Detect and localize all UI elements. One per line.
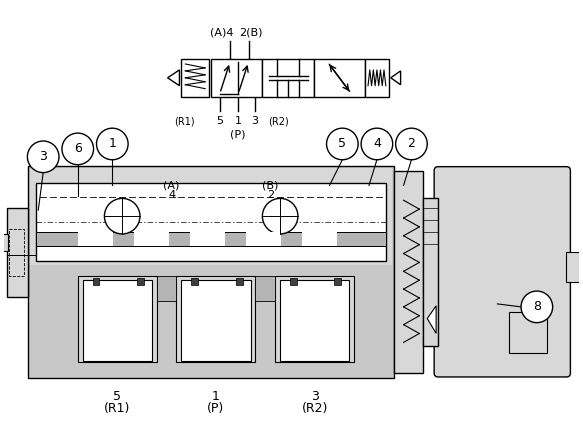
Bar xyxy=(36,184,386,261)
Polygon shape xyxy=(427,306,436,333)
Circle shape xyxy=(326,128,358,160)
Bar xyxy=(394,170,423,373)
Bar xyxy=(423,198,438,346)
Bar xyxy=(365,59,389,97)
Text: 8: 8 xyxy=(533,300,541,313)
Bar xyxy=(93,278,100,285)
Bar xyxy=(78,232,113,246)
Circle shape xyxy=(262,198,298,234)
Text: 2(B): 2(B) xyxy=(240,28,263,37)
Text: 4: 4 xyxy=(373,138,381,150)
Bar xyxy=(190,232,225,246)
Bar xyxy=(78,276,157,362)
Bar xyxy=(335,278,342,285)
Bar xyxy=(567,252,583,282)
Text: (R2): (R2) xyxy=(269,116,289,126)
Bar xyxy=(302,232,337,246)
Bar xyxy=(36,232,386,246)
Bar xyxy=(236,278,243,285)
Circle shape xyxy=(104,198,140,234)
Bar xyxy=(211,59,262,97)
Bar xyxy=(262,59,314,97)
Text: (B): (B) xyxy=(262,180,279,191)
Text: 2: 2 xyxy=(408,138,416,150)
Text: 3: 3 xyxy=(251,116,258,126)
Circle shape xyxy=(62,133,93,165)
FancyBboxPatch shape xyxy=(434,166,570,377)
Polygon shape xyxy=(391,71,401,85)
Text: (A)4: (A)4 xyxy=(209,28,233,37)
Text: 6: 6 xyxy=(74,142,82,156)
Bar xyxy=(29,166,394,378)
Bar xyxy=(177,276,255,362)
Bar xyxy=(280,280,349,361)
Bar xyxy=(191,278,198,285)
Text: 3: 3 xyxy=(311,390,319,403)
Bar xyxy=(246,232,281,246)
Bar xyxy=(0,234,8,251)
Bar xyxy=(9,229,24,276)
Bar xyxy=(275,276,354,362)
Bar xyxy=(30,272,392,376)
Bar xyxy=(290,278,297,285)
Bar xyxy=(137,278,144,285)
Bar xyxy=(181,280,251,361)
Text: 1: 1 xyxy=(235,116,242,126)
Circle shape xyxy=(361,128,393,160)
Text: (R1): (R1) xyxy=(104,402,131,415)
Polygon shape xyxy=(167,70,180,86)
Bar xyxy=(30,168,392,265)
Text: (A): (A) xyxy=(163,180,180,191)
Bar xyxy=(134,232,169,246)
Circle shape xyxy=(27,141,59,173)
Text: 5: 5 xyxy=(338,138,346,150)
Bar xyxy=(6,208,29,297)
Text: 4: 4 xyxy=(168,190,175,200)
Text: (R1): (R1) xyxy=(174,116,194,126)
Bar xyxy=(83,280,152,361)
Circle shape xyxy=(97,128,128,160)
Bar xyxy=(255,276,275,301)
Text: 3: 3 xyxy=(39,150,47,163)
Text: 5: 5 xyxy=(216,116,223,126)
Circle shape xyxy=(396,128,427,160)
Circle shape xyxy=(521,291,553,323)
Bar xyxy=(157,276,177,301)
Text: (P): (P) xyxy=(230,129,246,139)
Bar xyxy=(314,59,365,97)
Text: (R2): (R2) xyxy=(301,402,328,415)
Bar xyxy=(181,59,209,97)
Text: 5: 5 xyxy=(113,390,121,403)
Text: (P): (P) xyxy=(208,402,224,415)
Text: 1: 1 xyxy=(108,138,116,150)
Text: 1: 1 xyxy=(212,390,220,403)
Text: 2: 2 xyxy=(266,190,274,200)
Bar xyxy=(509,312,547,353)
